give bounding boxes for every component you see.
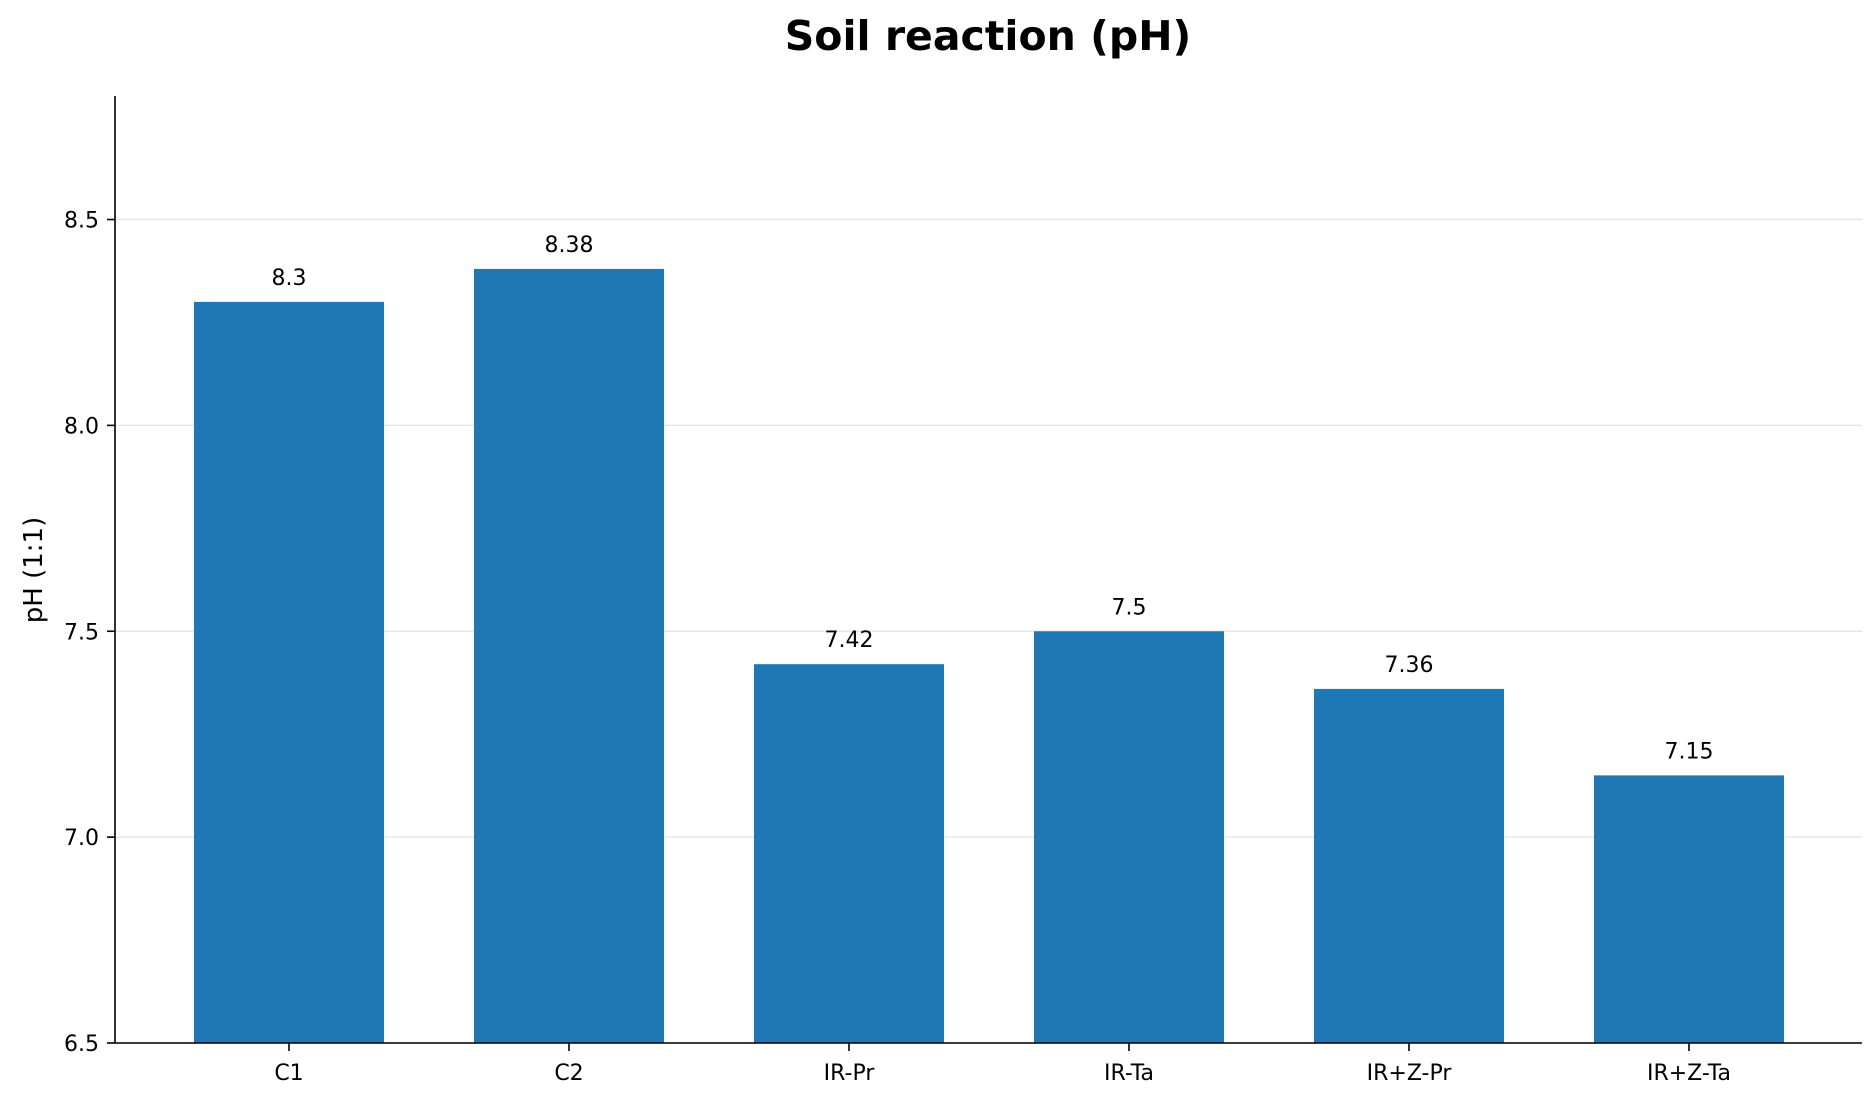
bar-value-label: 7.42 — [825, 628, 874, 653]
y-tick-label: 7.0 — [64, 826, 99, 851]
y-tick-label: 7.5 — [64, 620, 99, 645]
bar — [754, 664, 944, 1043]
x-tick-label: IR+Z-Ta — [1647, 1061, 1731, 1086]
x-tick-label: IR+Z-Pr — [1367, 1061, 1453, 1086]
bars — [194, 269, 1784, 1043]
bar — [1314, 689, 1504, 1043]
bar-value-label: 7.5 — [1112, 595, 1147, 620]
bar-value-label: 7.15 — [1665, 739, 1714, 764]
x-tick-label: IR-Pr — [824, 1061, 876, 1086]
bar-value-label: 8.38 — [545, 233, 594, 258]
y-axis-ticks: 6.5 7.0 7.5 8.0 8.5 — [64, 209, 115, 1057]
bar — [1594, 775, 1784, 1043]
y-tick-label: 6.5 — [64, 1032, 99, 1057]
bar-value-label: 8.3 — [272, 266, 307, 291]
y-tick-label: 8.0 — [64, 414, 99, 439]
bar-value-label: 7.36 — [1385, 653, 1434, 678]
x-tick-label: IR-Ta — [1104, 1061, 1154, 1086]
x-axis-ticks: C1 C2 IR-Pr IR-Ta IR+Z-Pr IR+Z-Ta — [274, 1043, 1731, 1086]
x-tick-label: C1 — [274, 1061, 303, 1086]
x-tick-label: C2 — [554, 1061, 583, 1086]
y-axis-label: pH (1:1) — [19, 517, 49, 623]
bar — [474, 269, 664, 1043]
chart-title: Soil reaction (pH) — [785, 12, 1192, 60]
y-tick-label: 8.5 — [64, 209, 99, 234]
bar — [194, 302, 384, 1043]
bar — [1034, 631, 1224, 1043]
